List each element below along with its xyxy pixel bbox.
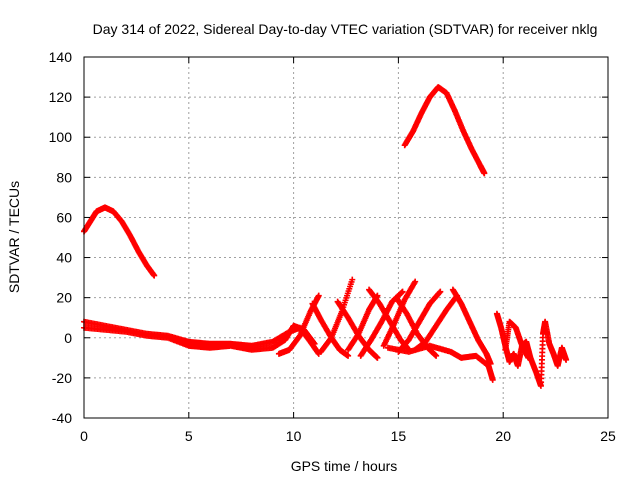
chart-title: Day 314 of 2022, Sidereal Day-to-day VTE… [93, 21, 598, 37]
y-tick-label: 0 [64, 330, 72, 346]
y-tick-label: 40 [56, 250, 72, 266]
data-point-marker [525, 354, 532, 361]
x-axis-label: GPS time / hours [291, 458, 398, 474]
axis-ticks: -40 -20 0 20 40 60 80 100 120 140 0 5 10 15 20 25 [49, 49, 616, 444]
data-point-marker [315, 292, 322, 299]
y-tick-label: -40 [52, 410, 72, 426]
x-tick-label: 10 [286, 428, 302, 444]
plot-frame [83, 56, 609, 419]
x-tick-label: 0 [80, 428, 88, 444]
y-tick-label: 20 [56, 290, 72, 306]
data-point-marker [481, 170, 488, 177]
y-tick-label: 60 [56, 209, 72, 225]
y-tick-label: 140 [49, 49, 73, 65]
x-tick-label: 15 [391, 428, 407, 444]
data-point-marker [151, 272, 158, 279]
grid [84, 57, 608, 418]
series-arc-late-peak [401, 84, 488, 177]
data-point-marker [489, 376, 496, 383]
y-axis-label: SDTVAR / TECUs [6, 181, 22, 293]
y-tick-label: 80 [56, 169, 72, 185]
y-tick-label: -20 [52, 370, 72, 386]
series-arc-early-peak [81, 204, 158, 279]
series-fall-1 [309, 300, 352, 359]
data-point-marker [311, 340, 318, 347]
data-point-marker [349, 276, 356, 283]
data-point-marker [374, 354, 381, 361]
data-point-marker [563, 356, 570, 363]
x-tick-label: 20 [495, 428, 511, 444]
data-point-marker [345, 352, 352, 359]
series-rise-2 [317, 276, 356, 355]
y-tick-label: 100 [49, 129, 73, 145]
x-tick-label: 25 [600, 428, 616, 444]
y-tick-label: 120 [49, 89, 73, 105]
series-fall-2 [334, 298, 381, 361]
data-point-marker [412, 278, 419, 285]
data-point-marker [433, 352, 440, 359]
series-fall-5 [449, 286, 494, 367]
data-point-marker [437, 288, 444, 295]
series-baseline-b [81, 322, 318, 353]
data-points [81, 84, 570, 389]
series-rise-1 [275, 292, 322, 357]
x-tick-label: 5 [185, 428, 193, 444]
data-point-marker [399, 288, 406, 295]
series-tail-hump [502, 318, 532, 361]
series-tail-flat [384, 342, 496, 383]
